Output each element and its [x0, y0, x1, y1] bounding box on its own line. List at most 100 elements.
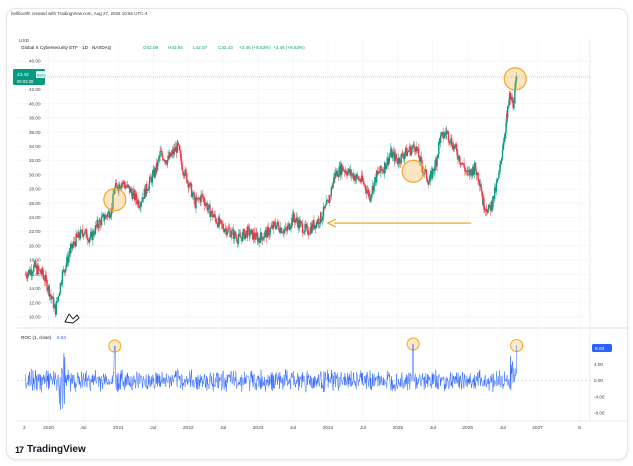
candle-body	[172, 150, 174, 155]
candle-body	[75, 233, 78, 237]
candle-body	[224, 228, 227, 230]
candle-body	[482, 198, 484, 205]
candle-body	[207, 208, 209, 211]
roc-series	[25, 343, 517, 410]
candle-body	[127, 184, 130, 187]
candle-body	[364, 184, 367, 190]
candle-body	[514, 81, 517, 89]
candle-body	[196, 197, 198, 200]
candle-body	[110, 215, 112, 218]
candle-body	[490, 201, 492, 211]
candle-body	[177, 143, 180, 146]
symbol-title[interactable]: Global X Cybersecurity ETF · 1D · NASDAQ	[21, 45, 112, 50]
candle-body	[406, 151, 409, 157]
roc-line	[25, 343, 517, 410]
candle-body	[410, 149, 413, 155]
y-tick-label: 46.00	[29, 59, 41, 64]
ohlc-change-2: +3.46 (+8.63%)	[273, 45, 305, 50]
candle-body	[498, 172, 500, 179]
candle-body	[95, 225, 97, 226]
chart-canvas[interactable]: 46.0044.0042.0040.0038.0036.0034.0032.00…	[7, 9, 627, 459]
candle-body	[470, 169, 472, 171]
candle-body	[148, 182, 151, 190]
candle-body	[221, 223, 223, 225]
candle-body	[232, 229, 235, 239]
candle-body	[97, 226, 99, 228]
candle-body	[98, 220, 100, 228]
y-tick-label: 36.00	[29, 130, 41, 135]
candle-body	[133, 190, 136, 201]
candle-body	[492, 195, 494, 207]
candle-body	[474, 162, 477, 171]
candle-body	[379, 165, 381, 173]
candle-body	[201, 194, 203, 197]
candle-body	[33, 261, 36, 266]
candle-body	[355, 174, 358, 178]
candle-body	[399, 162, 402, 164]
candle-body	[223, 229, 226, 232]
x-tick-label: 2	[23, 425, 26, 431]
candle-body	[375, 177, 377, 183]
drawing-tool-icon[interactable]	[64, 313, 80, 324]
candle-body	[363, 180, 365, 185]
price-pane[interactable]	[17, 39, 590, 329]
candle-body	[422, 171, 424, 173]
candle-body	[233, 231, 236, 239]
candle-body	[515, 76, 518, 82]
candle-body	[362, 180, 364, 182]
candle-body	[40, 272, 42, 274]
candle-body	[93, 234, 96, 235]
candle-body	[209, 204, 211, 217]
candle-body	[301, 223, 304, 233]
candle-body	[323, 206, 326, 209]
candle-body	[409, 146, 412, 155]
x-tick-label: 2024	[323, 425, 334, 431]
y-tick-label: 40.00	[29, 101, 41, 106]
tradingview-logo[interactable]: 17 TradingView	[15, 444, 86, 455]
candle-body	[382, 169, 384, 172]
candle-body	[161, 151, 163, 156]
candle-body	[220, 220, 223, 224]
candle-body	[298, 219, 300, 229]
candle-body	[418, 157, 421, 162]
roc-pane[interactable]	[17, 329, 590, 421]
x-tick-label: 2022	[183, 425, 194, 431]
candle-body	[62, 269, 64, 272]
candle-body	[122, 181, 125, 184]
candle-body	[351, 174, 353, 176]
candle-body	[96, 219, 99, 227]
candle-body	[142, 197, 145, 199]
candle-body	[100, 220, 102, 226]
roc-title[interactable]: ROC (1, close)	[21, 335, 52, 340]
candle-body	[391, 152, 394, 158]
candle-body	[322, 206, 325, 217]
candle-body	[39, 269, 42, 273]
candle-body	[229, 229, 231, 237]
candle-body	[461, 162, 464, 165]
y-tick-label: 24.00	[29, 215, 41, 220]
y-tick-label: 26.00	[29, 201, 41, 206]
candle-body	[481, 190, 483, 196]
candle-body	[128, 186, 130, 187]
candle-body	[28, 269, 30, 274]
candle-body	[211, 210, 214, 218]
candle-body	[291, 217, 293, 226]
candle-body	[137, 200, 139, 205]
candle-body	[493, 195, 495, 199]
candle-body	[444, 132, 447, 134]
candle-body	[407, 151, 409, 152]
candle-body	[149, 176, 152, 179]
candle-body	[234, 231, 236, 237]
candle-body	[104, 215, 106, 220]
candle-body	[29, 269, 32, 274]
candle-body	[198, 198, 201, 199]
candle-body	[389, 155, 391, 158]
candle-body	[413, 144, 415, 148]
candle-body	[145, 183, 147, 197]
candle-body	[193, 192, 195, 200]
y-tick-label: 10.00	[29, 314, 41, 319]
candle-body	[180, 153, 182, 162]
candle-body	[79, 229, 82, 239]
candle-body	[426, 178, 429, 182]
candle-body	[318, 218, 320, 224]
